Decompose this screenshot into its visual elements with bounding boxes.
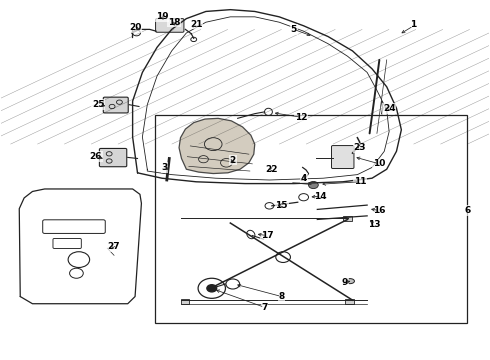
FancyBboxPatch shape (331, 145, 354, 168)
Text: 8: 8 (278, 292, 285, 301)
Text: 27: 27 (107, 242, 120, 251)
Bar (180, 299, 189, 304)
FancyBboxPatch shape (99, 148, 127, 167)
FancyBboxPatch shape (53, 238, 81, 248)
Text: 16: 16 (373, 206, 386, 215)
Bar (343, 216, 352, 221)
Text: 18: 18 (168, 18, 180, 27)
Ellipse shape (225, 157, 236, 165)
Polygon shape (179, 118, 255, 174)
Text: 23: 23 (354, 143, 366, 152)
Text: 10: 10 (373, 159, 386, 168)
Circle shape (309, 181, 318, 189)
Text: 22: 22 (266, 165, 278, 174)
Ellipse shape (345, 279, 354, 284)
Circle shape (207, 285, 217, 292)
FancyBboxPatch shape (43, 220, 105, 233)
Text: 19: 19 (156, 12, 168, 21)
Text: 20: 20 (129, 23, 141, 32)
Text: 5: 5 (291, 25, 297, 34)
Bar (345, 299, 354, 304)
Text: 12: 12 (295, 113, 307, 122)
Text: 9: 9 (342, 278, 348, 287)
Text: 3: 3 (161, 163, 168, 172)
Text: 17: 17 (261, 231, 273, 240)
Text: 14: 14 (315, 192, 327, 201)
Text: 2: 2 (230, 156, 236, 165)
Text: 15: 15 (275, 201, 288, 210)
Text: 6: 6 (464, 206, 470, 215)
Circle shape (227, 159, 234, 164)
Text: 1: 1 (411, 19, 416, 28)
FancyBboxPatch shape (253, 163, 276, 176)
Text: 13: 13 (368, 220, 381, 229)
Text: 21: 21 (190, 19, 202, 28)
Text: 26: 26 (90, 152, 102, 161)
Text: 11: 11 (354, 177, 366, 186)
Text: 4: 4 (300, 174, 307, 183)
Text: 24: 24 (383, 104, 395, 113)
Text: 25: 25 (92, 100, 105, 109)
Text: 7: 7 (261, 303, 268, 312)
FancyBboxPatch shape (156, 19, 184, 32)
FancyBboxPatch shape (103, 97, 128, 113)
Bar (155, 116, 467, 323)
